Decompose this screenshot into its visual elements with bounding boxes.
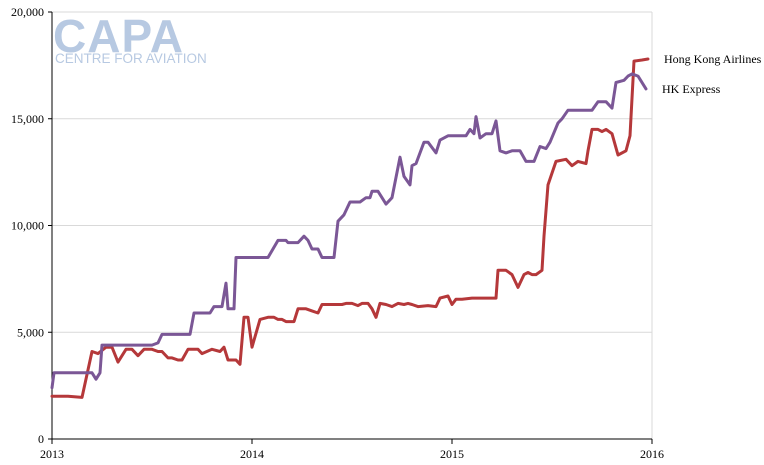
y-axis-ticks: 0 5,000 10,000 15,000 20,000 <box>11 5 52 446</box>
gridlines <box>52 11 653 439</box>
y-tick-label: 5,000 <box>17 325 44 339</box>
x-tick-label: 2016 <box>640 447 664 461</box>
y-tick-label: 10,000 <box>11 219 44 233</box>
series-line-hong-kong-airlines <box>50 57 650 399</box>
legend-label: HK Express <box>662 82 721 96</box>
legend-label: Hong Kong Airlines <box>664 52 762 66</box>
y-tick-label: 0 <box>38 432 44 446</box>
series-lines <box>50 57 650 399</box>
x-axis-ticks: 2013 2014 2015 2016 <box>40 439 664 461</box>
logo-main-text: CAPA <box>53 10 184 62</box>
logo-sub-text: CENTRE FOR AVIATION <box>55 51 207 66</box>
series-line-hk-express <box>50 72 648 390</box>
x-tick-label: 2015 <box>440 447 464 461</box>
y-tick-label: 20,000 <box>11 5 44 19</box>
x-tick-label: 2014 <box>240 447 264 461</box>
y-tick-label: 15,000 <box>11 112 44 126</box>
capa-logo: CAPA CENTRE FOR AVIATION <box>53 10 207 66</box>
x-tick-label: 2013 <box>40 447 64 461</box>
legend: Hong Kong Airlines HK Express <box>662 52 762 96</box>
